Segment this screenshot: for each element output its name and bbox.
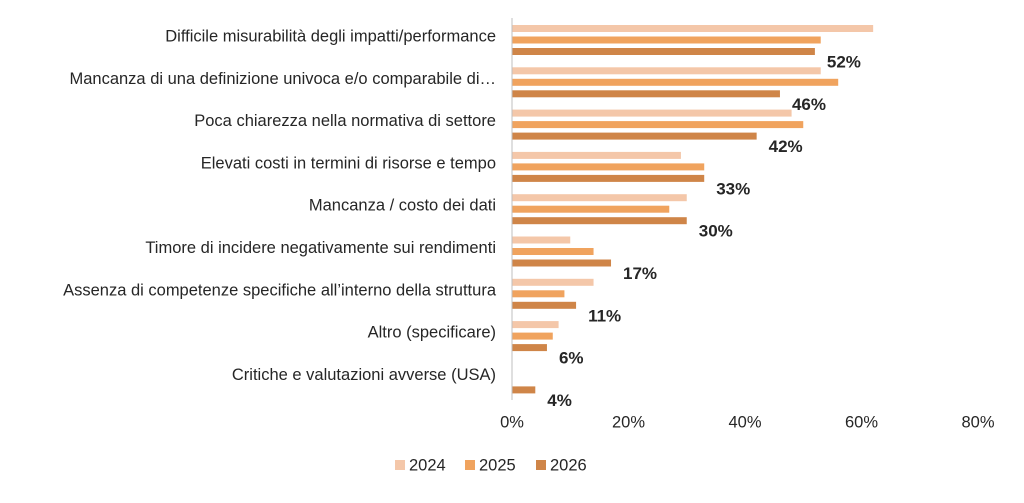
legend: 2024 2025 2026 <box>395 456 587 474</box>
category-label: Elevati costi in termini di risorse e te… <box>201 154 496 172</box>
bar-2026 <box>512 344 547 352</box>
bar-2024 <box>512 278 594 286</box>
data-labels: 52% 46% 42% 33% 30% 17% 11% 6% 4% <box>547 52 861 409</box>
bar-2025 <box>512 205 670 213</box>
data-label: 30% <box>699 222 733 241</box>
data-label: 42% <box>769 137 803 156</box>
category-label: Altro (specificare) <box>368 324 496 342</box>
bars-layer <box>512 25 874 394</box>
bar-2024 <box>512 236 571 244</box>
category-labels: Difficile misurabilità degli impatti/per… <box>63 28 497 384</box>
category-label: Poca chiarezza nella normativa di settor… <box>194 112 496 130</box>
x-tick-label: 60% <box>845 413 878 431</box>
data-label: 46% <box>792 95 826 114</box>
bar-2026 <box>512 132 757 140</box>
bar-2024 <box>512 151 681 159</box>
x-axis: 0% 20% 40% 60% 80% <box>500 18 995 431</box>
bar-2026 <box>512 259 612 267</box>
data-label: 52% <box>827 52 861 71</box>
bar-2024 <box>512 25 874 32</box>
legend-item: 2024 <box>395 456 446 474</box>
bar-2025 <box>512 121 804 129</box>
bar-2025 <box>512 163 705 171</box>
bar-2026 <box>512 386 536 394</box>
legend-swatch <box>536 460 546 470</box>
bar-2025 <box>512 332 553 340</box>
category-label: Difficile misurabilità degli impatti/per… <box>165 28 496 46</box>
bar-2025 <box>512 248 594 255</box>
category-label: Mancanza di una definizione univoca e/o … <box>69 70 496 88</box>
legend-label: 2024 <box>409 456 446 474</box>
category-label: Critiche e valutazioni avverse (USA) <box>232 366 496 384</box>
bar-2026 <box>512 301 577 309</box>
data-label: 33% <box>716 179 750 198</box>
category-label: Mancanza / costo dei dati <box>309 197 496 215</box>
bar-2026 <box>512 217 687 225</box>
data-label: 4% <box>547 391 572 410</box>
x-tick-label: 40% <box>728 413 761 431</box>
legend-swatch <box>465 460 475 470</box>
bar-2024 <box>512 67 821 75</box>
x-tick-label: 20% <box>612 413 645 431</box>
bar-2026 <box>512 90 780 98</box>
category-label: Timore di incidere negativamente sui ren… <box>145 239 496 257</box>
category-label: Assenza di competenze specifiche all’int… <box>63 281 497 299</box>
data-label: 17% <box>623 264 657 283</box>
legend-item: 2026 <box>536 456 587 474</box>
bar-2026 <box>512 48 815 55</box>
legend-label: 2026 <box>550 456 587 474</box>
bar-2026 <box>512 174 705 182</box>
bar-2024 <box>512 321 559 329</box>
bar-2025 <box>512 36 821 44</box>
legend-label: 2025 <box>479 456 516 474</box>
data-label: 6% <box>559 349 584 368</box>
bar-2024 <box>512 109 792 117</box>
legend-swatch <box>395 460 405 470</box>
bar-2025 <box>512 290 565 298</box>
data-label: 11% <box>588 306 621 325</box>
bar-2024 <box>512 194 687 202</box>
legend-item: 2025 <box>465 456 516 474</box>
x-tick-label: 0% <box>500 413 524 431</box>
bar-2025 <box>512 78 839 86</box>
x-tick-label: 80% <box>961 413 994 431</box>
